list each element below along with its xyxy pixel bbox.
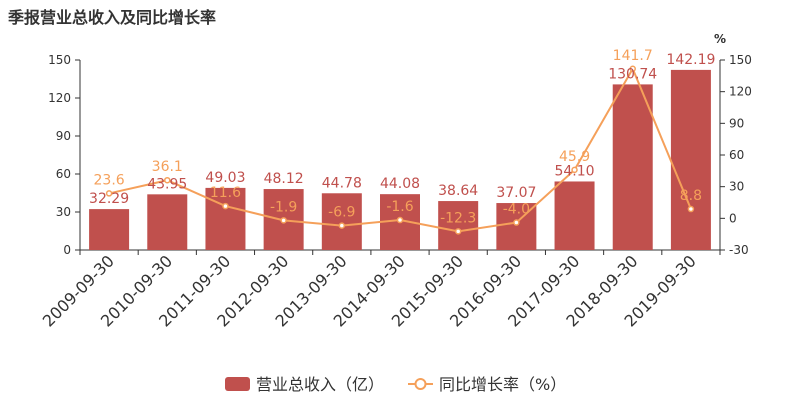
- bar-value-label: 38.64: [438, 183, 478, 199]
- growth-point[interactable]: [338, 222, 346, 229]
- growth-value-label: -4.0: [503, 202, 530, 218]
- bar[interactable]: [205, 187, 246, 250]
- bar-value-label: 44.78: [322, 175, 362, 191]
- growth-value-label: 36.1: [152, 159, 183, 175]
- growth-point[interactable]: [105, 190, 113, 197]
- bar-value-label: 49.03: [205, 170, 245, 186]
- growth-point[interactable]: [629, 65, 636, 73]
- bar-value-label: 32.29: [89, 191, 129, 207]
- bar-value-label: 130.74: [608, 66, 657, 82]
- legend: 营业总收入（亿） 同比增长率（%）: [225, 375, 566, 394]
- y-right-tick-label: 150: [729, 53, 752, 67]
- growth-point[interactable]: [571, 166, 578, 174]
- bar[interactable]: [438, 201, 479, 250]
- bar-value-label: 54.10: [554, 163, 594, 179]
- bar-value-label: 142.19: [666, 52, 715, 68]
- growth-value-label: 45.9: [559, 149, 590, 165]
- y-left-tick-label: 120: [48, 91, 71, 105]
- growth-value-label: 23.6: [94, 172, 125, 188]
- y-left-tick-label: 150: [48, 53, 71, 67]
- data-labels-layer: 32.29 43.95 49.03 48.12 44.78 44.08 38.64 37.07…: [89, 48, 715, 227]
- bar-value-label: 37.07: [496, 185, 536, 201]
- bar-value-label: 44.08: [380, 176, 420, 192]
- growth-value-label: -6.9: [328, 205, 355, 221]
- growth-point[interactable]: [454, 228, 462, 235]
- bar[interactable]: [321, 193, 362, 250]
- legend-swatch-revenue[interactable]: [225, 377, 250, 391]
- bar-value-label: 48.12: [264, 171, 304, 187]
- line-layer: [105, 65, 695, 235]
- growth-value-label: -1.9: [270, 199, 297, 215]
- legend-label-growth[interactable]: 同比增长率（%）: [439, 375, 566, 394]
- growth-point[interactable]: [222, 202, 229, 210]
- y-left-tick-label: 0: [63, 243, 71, 257]
- y-left-tick-label: 90: [56, 129, 71, 143]
- growth-value-label: 141.7: [613, 48, 653, 64]
- y-right-tick-label: 30: [729, 180, 744, 194]
- bar[interactable]: [670, 69, 711, 250]
- bar-value-label: 43.95: [147, 176, 187, 192]
- growth-point[interactable]: [513, 219, 520, 226]
- chart-title: 季报营业总收入及同比增长率: [8, 8, 217, 27]
- bar[interactable]: [89, 209, 130, 250]
- y-right-tick-label: 60: [729, 148, 744, 162]
- bar[interactable]: [147, 194, 188, 250]
- y-right-tick-label: 120: [729, 85, 752, 99]
- legend-label-revenue[interactable]: 营业总收入（亿）: [256, 375, 384, 394]
- growth-value-label: 8.8: [680, 188, 702, 204]
- bar[interactable]: [554, 181, 595, 250]
- y-left-tick-label: 30: [56, 205, 71, 219]
- bars-layer: [89, 69, 711, 250]
- growth-point[interactable]: [687, 205, 695, 213]
- growth-point[interactable]: [396, 216, 404, 224]
- growth-point[interactable]: [280, 217, 287, 224]
- y-right-unit: %: [714, 32, 726, 46]
- growth-value-label: 11.6: [210, 185, 241, 201]
- y-right-tick-label: 90: [729, 116, 744, 130]
- growth-value-label: -12.3: [440, 210, 476, 226]
- bar[interactable]: [612, 84, 653, 250]
- y-right-tick-label: 0: [729, 211, 737, 225]
- y-right-tick-label: -30: [729, 243, 749, 257]
- growth-point[interactable]: [164, 176, 171, 184]
- growth-value-label: -1.6: [386, 199, 413, 215]
- y-left-tick-label: 60: [56, 167, 71, 181]
- legend-swatch-growth-marker[interactable]: [414, 378, 427, 390]
